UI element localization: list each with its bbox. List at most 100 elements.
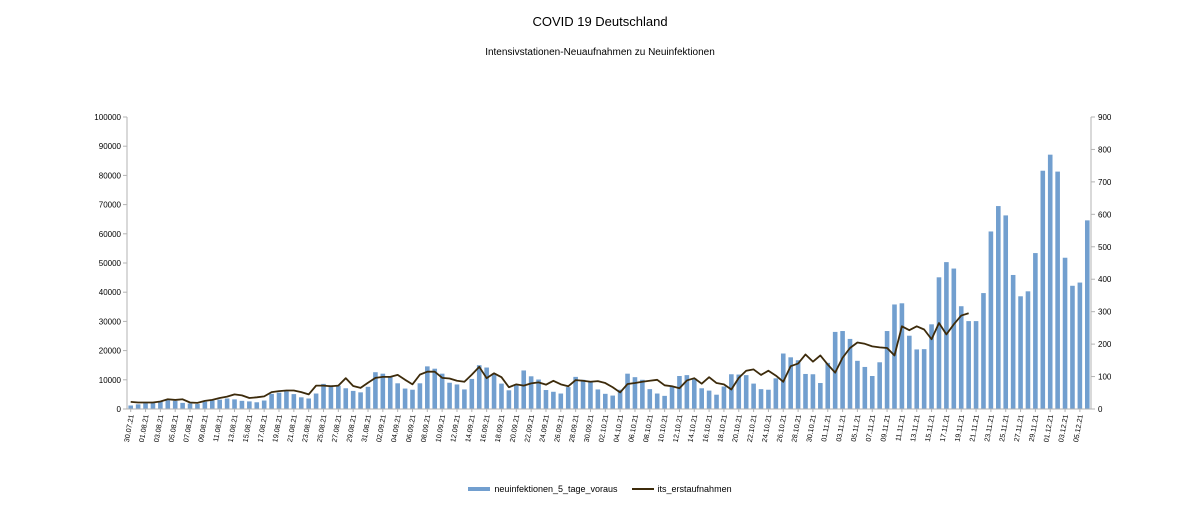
left-tick-label: 20000 bbox=[99, 347, 122, 356]
bar-series bbox=[128, 154, 1090, 409]
x-tick-label: 18.10.21 bbox=[715, 414, 729, 443]
bar bbox=[647, 389, 653, 409]
bar bbox=[973, 321, 979, 409]
chart-subtitle: Intensivstationen-Neuaufnahmen zu Neuinf… bbox=[485, 47, 715, 58]
left-tick-label: 90000 bbox=[99, 142, 122, 151]
bar bbox=[143, 403, 148, 409]
bar bbox=[632, 377, 638, 409]
legend-label-line: its_erstaufnahmen bbox=[657, 484, 732, 494]
bar bbox=[929, 324, 934, 409]
x-tick-label: 28.10.21 bbox=[789, 414, 803, 443]
x-tick-label: 21.08.21 bbox=[285, 414, 299, 443]
bar bbox=[862, 366, 868, 409]
left-tick-label: 100000 bbox=[94, 113, 121, 122]
bar bbox=[610, 395, 616, 409]
bar bbox=[336, 385, 341, 409]
bar bbox=[877, 362, 882, 409]
bar bbox=[944, 262, 949, 409]
x-tick-label: 29.11.21 bbox=[1027, 414, 1041, 443]
legend-label-bars: neuinfektionen_5_tage_voraus bbox=[494, 484, 618, 494]
x-tick-label: 19.11.21 bbox=[953, 414, 967, 443]
x-tick-label: 20.10.21 bbox=[730, 414, 744, 443]
bar bbox=[855, 360, 860, 409]
bar bbox=[684, 375, 690, 409]
bar bbox=[654, 393, 660, 409]
bar bbox=[951, 268, 957, 409]
x-tick-label: 12.10.21 bbox=[671, 414, 685, 443]
bar bbox=[936, 277, 942, 409]
bar bbox=[514, 384, 519, 409]
bar bbox=[410, 389, 415, 409]
line-series bbox=[130, 312, 969, 404]
x-tick-label: 29.08.21 bbox=[344, 414, 358, 443]
bar bbox=[195, 404, 200, 409]
bar bbox=[373, 372, 378, 409]
x-tick-label: 17.11.21 bbox=[938, 414, 952, 443]
x-tick-label: 05.12.21 bbox=[1071, 414, 1085, 443]
right-tick-label: 700 bbox=[1098, 178, 1112, 187]
bar bbox=[958, 306, 964, 409]
bar bbox=[261, 400, 267, 409]
bar bbox=[773, 378, 779, 409]
x-tick-label: 07.11.21 bbox=[864, 414, 878, 443]
bar bbox=[691, 378, 697, 409]
bar bbox=[677, 376, 682, 409]
bar bbox=[551, 391, 556, 409]
bar bbox=[1084, 220, 1090, 409]
x-tick-label: 20.09.21 bbox=[508, 414, 522, 443]
bar bbox=[254, 402, 260, 409]
bar bbox=[706, 390, 712, 409]
bar bbox=[209, 400, 215, 409]
x-tick-label: 25.11.21 bbox=[997, 414, 1011, 443]
x-tick-label: 13.11.21 bbox=[908, 414, 922, 443]
bar bbox=[803, 373, 808, 409]
bar bbox=[721, 386, 727, 409]
x-tick-label: 05.08.21 bbox=[166, 414, 180, 443]
bar bbox=[840, 331, 845, 409]
bar bbox=[736, 374, 742, 409]
bar bbox=[284, 391, 289, 409]
bar bbox=[580, 379, 586, 409]
bar bbox=[869, 376, 875, 409]
bar bbox=[743, 375, 749, 409]
bar bbox=[1070, 285, 1075, 409]
bar bbox=[506, 390, 512, 409]
bar bbox=[291, 394, 297, 409]
bar bbox=[625, 373, 630, 409]
chart-title: COVID 19 Deutschland bbox=[532, 14, 668, 29]
bar bbox=[573, 376, 578, 409]
bar bbox=[150, 402, 156, 409]
left-tick-label: 80000 bbox=[99, 171, 122, 180]
bar bbox=[306, 398, 311, 409]
bar bbox=[425, 366, 430, 409]
bar bbox=[981, 293, 986, 409]
bar bbox=[217, 399, 222, 409]
bar bbox=[714, 394, 719, 409]
bar bbox=[476, 365, 482, 409]
left-y-axis: 0 10000 20000 30000 40000 50000 60000 70000 8000… bbox=[94, 113, 128, 414]
x-tick-label: 19.08.21 bbox=[270, 414, 284, 443]
line-path bbox=[130, 312, 969, 404]
x-tick-label: 26.10.21 bbox=[775, 414, 789, 443]
right-tick-label: 500 bbox=[1098, 243, 1112, 252]
bar bbox=[565, 387, 571, 409]
x-tick-label: 22.09.21 bbox=[522, 414, 536, 443]
x-tick-label: 21.11.21 bbox=[967, 414, 981, 443]
bar bbox=[588, 381, 593, 409]
x-tick-label: 11.08.21 bbox=[211, 414, 225, 443]
bar bbox=[447, 382, 452, 409]
bar bbox=[795, 360, 801, 409]
bar bbox=[558, 393, 564, 409]
x-tick-label: 03.11.21 bbox=[834, 414, 848, 443]
legend-swatch-bars bbox=[468, 487, 491, 491]
bar bbox=[899, 303, 905, 409]
bar bbox=[1055, 171, 1060, 409]
left-tick-label: 50000 bbox=[99, 259, 122, 268]
bar bbox=[640, 379, 645, 409]
bar bbox=[343, 388, 349, 409]
bar bbox=[1025, 291, 1031, 409]
x-tick-label: 24.10.21 bbox=[760, 414, 774, 443]
bar bbox=[499, 383, 504, 409]
x-tick-label: 16.09.21 bbox=[478, 414, 492, 443]
bar bbox=[180, 402, 185, 409]
